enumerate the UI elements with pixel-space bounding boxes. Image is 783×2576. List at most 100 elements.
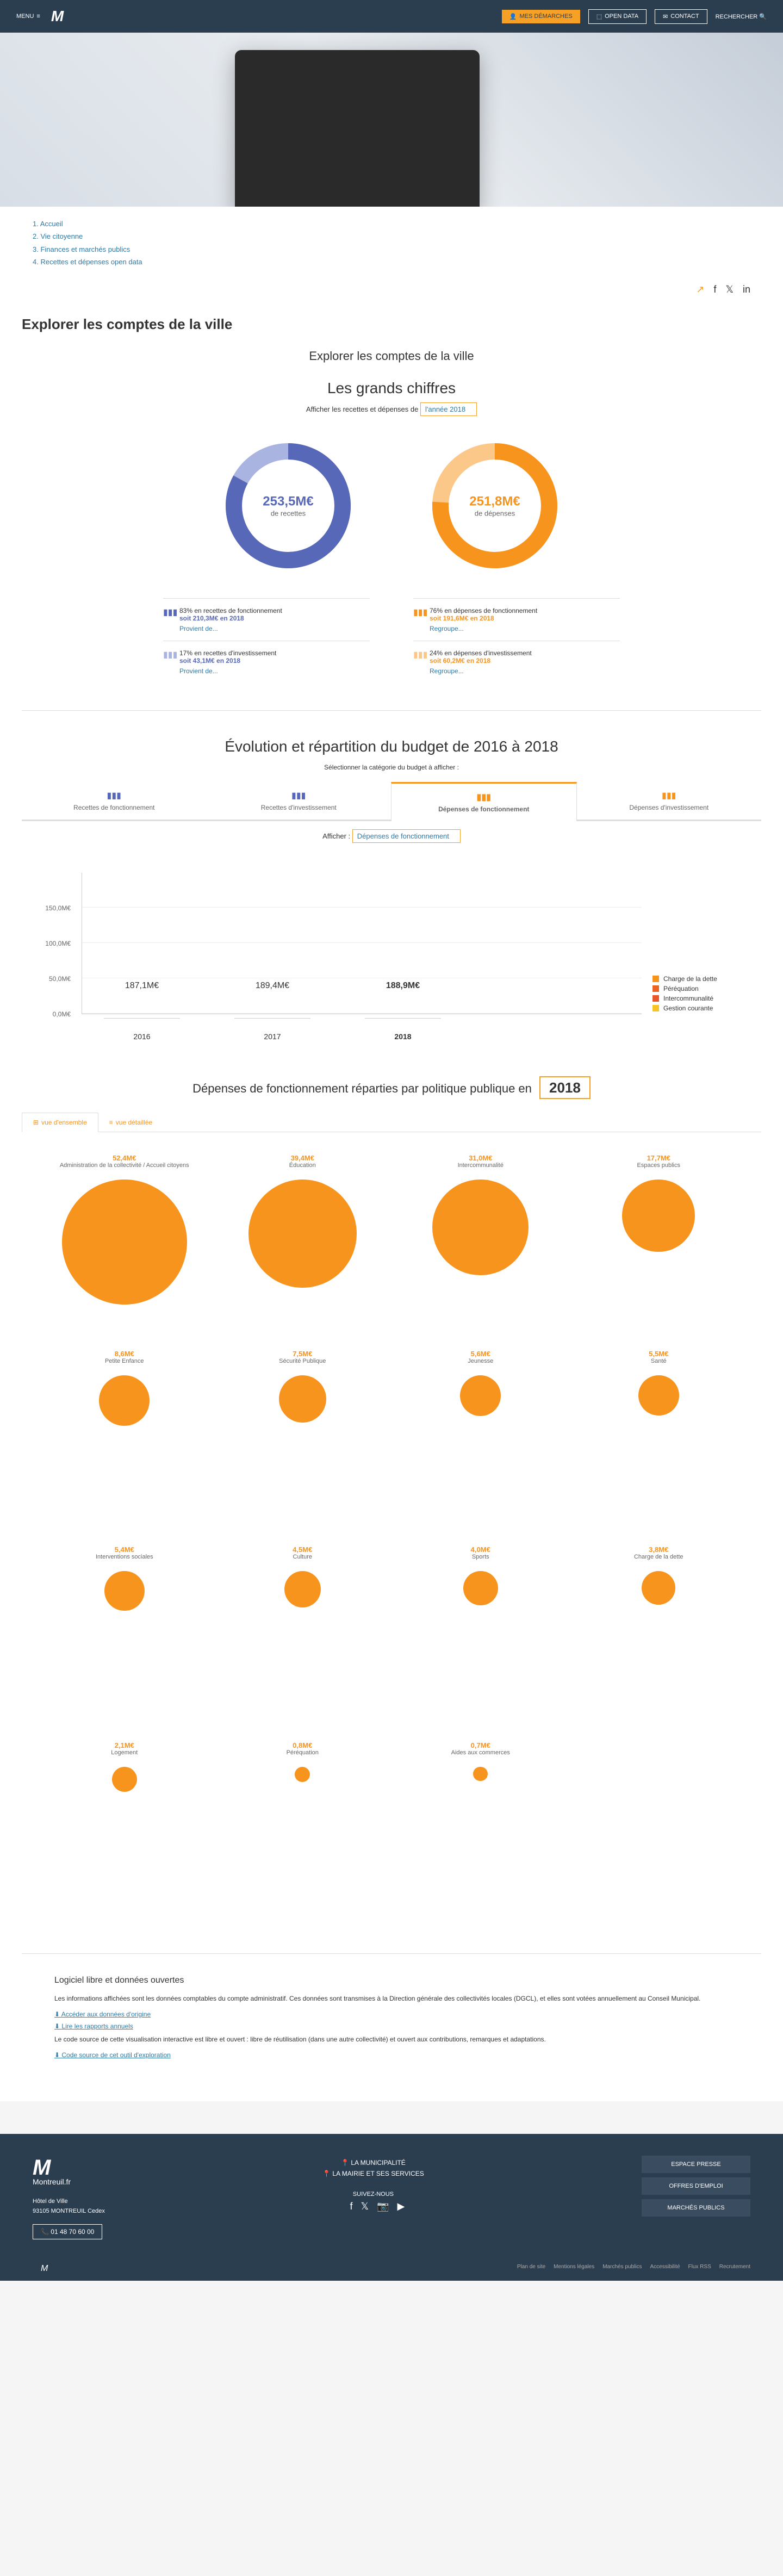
social-icon[interactable]: f [350,2201,353,2212]
view-tab[interactable]: ≡vue détaillée [98,1113,163,1132]
opendata-link2[interactable]: Lire les rapports annuels [54,2022,729,2030]
footer-link[interactable]: Recrutement [719,2264,750,2270]
breakdown-item[interactable]: ▮▮▮ 17% en recettes d'investissement soi… [163,641,370,683]
bubble-value: 2,1M€ [115,1741,134,1749]
policy-year[interactable]: 2018 [539,1076,591,1099]
search-button[interactable]: RECHERCHER 🔍 [716,13,767,20]
bubble-value: 39,4M€ [291,1154,314,1162]
bubble-cell[interactable]: 4,5M€ Culture [222,1545,384,1725]
footer: M Montreuil.fr Hôtel de Ville 93105 MONT… [0,2134,783,2281]
twitter-icon[interactable]: 𝕏 [725,284,734,295]
y-axis-label: 150,0M€ [45,904,71,912]
view-tab-icon: ≡ [109,1119,113,1126]
opendata-button[interactable]: ⬚ OPEN DATA [588,9,647,24]
breakdown-item[interactable]: ▮▮▮ 76% en dépenses de fonctionnement so… [413,598,620,641]
bubble-value: 7,5M€ [293,1350,312,1358]
tab-icon: ▮▮▮ [27,790,201,801]
footer-button[interactable]: ESPACE PRESSE [642,2156,750,2173]
tab-icon: ▮▮▮ [582,790,756,801]
footer-link[interactable]: Plan de site [517,2264,545,2270]
footer-left: M Montreuil.fr Hôtel de Ville 93105 MONT… [33,2156,105,2239]
evolution-tab[interactable]: ▮▮▮Dépenses de fonctionnement [391,782,577,821]
bubble-value: 31,0M€ [469,1154,492,1162]
facebook-icon[interactable]: f [713,284,716,295]
year-select[interactable]: l'année 2018 [420,402,477,416]
bubble-cell[interactable]: 0,8M€ Péréquation [222,1741,384,1921]
bubble-cell[interactable]: 52,4M€ Administration de la collectivité… [44,1154,206,1333]
display-select[interactable]: Dépenses de fonctionnement [352,829,461,843]
bubble-cell[interactable]: 5,5M€ Santé [578,1350,740,1529]
bubble-cell[interactable]: 31,0M€ Intercommunalité [400,1154,562,1333]
breadcrumb-item[interactable]: Recettes et dépenses open data [33,256,750,268]
bubbles-grid: 52,4M€ Administration de la collectivité… [22,1154,761,1921]
breadcrumbs: AccueilVie citoyenneFinances et marchés … [0,207,783,280]
bubble-label: Péréquation [287,1749,319,1756]
chart-controls: Afficher : Dépenses de fonctionnement [22,832,761,840]
demarches-button[interactable]: 👤 MES DÉMARCHES [502,10,580,23]
bubble-cell[interactable]: 0,7M€ Aides aux commerces [400,1741,562,1921]
breakdown-icon: ▮▮▮ [413,649,427,660]
breadcrumb-item[interactable]: Vie citoyenne [33,230,750,243]
bubble-cell[interactable]: 5,6M€ Jeunesse [400,1350,562,1529]
view-tabs: ⊞vue d'ensemble≡vue détaillée [22,1113,761,1132]
bar-year-label: 2018 [365,1018,441,1041]
footer-button[interactable]: MARCHÉS PUBLICS [642,2199,750,2217]
footer-button[interactable]: OFFRES D'EMPLOI [642,2177,750,2195]
legend-item: Péréquation [652,985,761,992]
bubble-circle [62,1180,187,1305]
opendata-link1[interactable]: Accéder aux données d'origine [54,2010,729,2018]
linkedin-icon[interactable]: in [743,284,750,295]
hero-image [0,33,783,207]
contact-button[interactable]: ✉ CONTACT [655,9,707,24]
bar-year-label: 2017 [234,1018,310,1041]
donut-recettes: 253,5M€ de recettes [217,435,359,576]
logo[interactable]: M [51,8,64,25]
depenses-label: de dépenses [469,509,520,517]
footer-phone[interactable]: 📞 01 48 70 60 00 [33,2224,102,2239]
legend-item: Intercommunalité [652,995,761,1002]
footer-address: Hôtel de Ville 93105 MONTREUIL Cedex [33,2197,105,2216]
footer-center: 📍 LA MUNICIPALITÉ 📍 LA MAIRIE ET SES SER… [322,2156,424,2215]
view-tab[interactable]: ⊞vue d'ensemble [22,1113,98,1132]
breakdown-item[interactable]: ▮▮▮ 83% en recettes de fonctionnement so… [163,598,370,641]
evolution-subtitle: Sélectionner la catégorie du budget à af… [22,764,761,771]
breadcrumb-item[interactable]: Finances et marchés publics [33,243,750,256]
bubble-circle [99,1375,150,1426]
bubble-circle [104,1571,145,1611]
footer-services-link[interactable]: 📍 LA MAIRIE ET SES SERVICES [322,2170,424,2177]
bubble-cell[interactable]: 17,7M€ Espaces publics [578,1154,740,1333]
evolution-tab[interactable]: ▮▮▮Recettes de fonctionnement [22,782,207,820]
bubble-label: Éducation [289,1162,316,1169]
social-icon[interactable]: 📷 [377,2201,389,2212]
evolution-tab[interactable]: ▮▮▮Recettes d'investissement [207,782,391,820]
social-icon[interactable]: ▶ [397,2201,405,2212]
bubble-circle [642,1571,675,1605]
bubble-cell[interactable]: 39,4M€ Éducation [222,1154,384,1333]
bubble-cell[interactable]: 7,5M€ Sécurité Publique [222,1350,384,1529]
footer-buttons: ESPACE PRESSE OFFRES D'EMPLOI MARCHÉS PUBL… [642,2156,750,2221]
breakdown-icon: ▮▮▮ [163,607,177,618]
share-icon[interactable]: ↗ [696,284,704,295]
social-icon[interactable]: 𝕏 [361,2201,369,2212]
evolution-tab[interactable]: ▮▮▮Dépenses d'investissement [577,782,762,820]
footer-link[interactable]: Mentions légales [554,2264,594,2270]
breadcrumb-item[interactable]: Accueil [33,218,750,230]
bubble-label: Intercommunalité [458,1162,504,1169]
bubble-cell[interactable]: 8,6M€ Petite Enfance [44,1350,206,1529]
footer-link[interactable]: Flux RSS [688,2264,711,2270]
breakdown-item[interactable]: ▮▮▮ 24% en dépenses d'investissement soi… [413,641,620,683]
opendata-link3[interactable]: Code source de cet outil d'exploration [54,2051,729,2059]
bubble-cell[interactable]: 4,0M€ Sports [400,1545,562,1725]
footer-link[interactable]: Marchés publics [602,2264,642,2270]
breakdown-icon: ▮▮▮ [163,649,177,660]
bar-total: 188,9M€ [365,981,441,1014]
legend-item: Charge de la dette [652,975,761,983]
menu-button[interactable]: MENU ≡ [16,13,40,20]
bubble-cell[interactable]: 2,1M€ Logement [44,1741,206,1921]
footer-link[interactable]: Accessibilité [650,2264,680,2270]
footer-municipality-link[interactable]: 📍 LA MUNICIPALITÉ [322,2159,424,2167]
bubble-value: 5,5M€ [649,1350,668,1358]
bubble-value: 5,6M€ [471,1350,490,1358]
bubble-cell[interactable]: 5,4M€ Interventions sociales [44,1545,206,1725]
bubble-cell[interactable]: 3,8M€ Charge de la dette [578,1545,740,1725]
